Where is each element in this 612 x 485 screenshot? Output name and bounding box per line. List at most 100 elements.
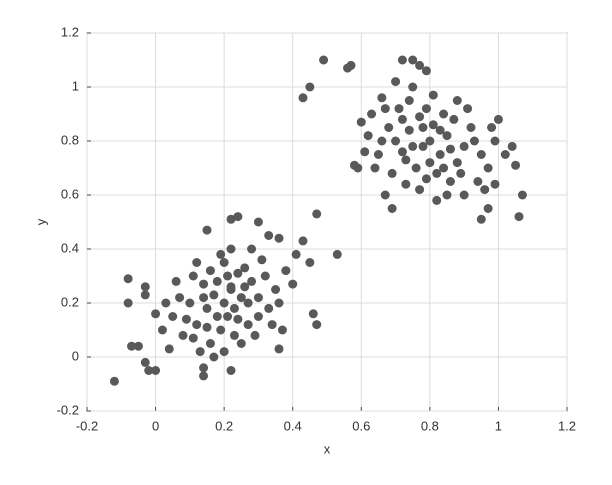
point bbox=[192, 320, 202, 330]
point bbox=[192, 258, 202, 267]
point bbox=[151, 309, 161, 319]
point bbox=[387, 168, 397, 178]
y-axis-label: y bbox=[33, 218, 48, 225]
point bbox=[404, 125, 414, 135]
y-tick-label: 0.2 bbox=[61, 294, 79, 309]
point bbox=[199, 293, 209, 303]
point bbox=[123, 298, 133, 308]
point bbox=[408, 141, 418, 151]
point bbox=[469, 136, 479, 146]
point bbox=[236, 293, 246, 303]
point bbox=[425, 158, 435, 168]
point bbox=[373, 150, 383, 159]
point bbox=[452, 96, 462, 105]
point bbox=[397, 114, 407, 124]
point bbox=[363, 131, 373, 141]
point bbox=[257, 255, 267, 265]
point bbox=[408, 82, 418, 92]
point bbox=[404, 96, 414, 105]
point bbox=[332, 249, 342, 259]
point bbox=[250, 330, 260, 340]
point bbox=[181, 314, 191, 324]
point bbox=[384, 123, 394, 132]
y-tick-label: 0.6 bbox=[61, 186, 79, 201]
point bbox=[298, 93, 308, 103]
y-tick-label: -0.2 bbox=[57, 402, 79, 417]
point bbox=[517, 190, 527, 200]
point bbox=[421, 104, 431, 114]
x-axis-label: x bbox=[324, 441, 331, 456]
point bbox=[377, 136, 387, 146]
point bbox=[209, 290, 219, 300]
point bbox=[236, 339, 246, 348]
point bbox=[216, 249, 226, 259]
point bbox=[161, 298, 171, 308]
point bbox=[408, 55, 418, 65]
point bbox=[418, 141, 428, 151]
point bbox=[164, 344, 174, 354]
point bbox=[425, 136, 435, 146]
y-tick-label: 0.8 bbox=[61, 132, 79, 147]
point bbox=[140, 282, 150, 292]
point bbox=[401, 179, 411, 189]
point bbox=[353, 163, 363, 173]
point bbox=[202, 303, 212, 313]
point bbox=[229, 330, 239, 340]
point bbox=[202, 225, 212, 235]
point bbox=[298, 236, 308, 246]
point bbox=[312, 209, 322, 219]
point bbox=[240, 282, 250, 292]
point bbox=[247, 276, 257, 286]
point bbox=[476, 150, 486, 159]
point bbox=[346, 60, 356, 70]
point bbox=[199, 279, 209, 289]
point bbox=[391, 136, 401, 146]
point bbox=[445, 177, 455, 186]
point bbox=[202, 322, 212, 332]
point bbox=[109, 376, 119, 386]
point bbox=[144, 366, 154, 375]
point bbox=[157, 325, 167, 335]
point bbox=[319, 55, 329, 65]
point bbox=[483, 163, 493, 173]
point bbox=[199, 363, 209, 373]
point bbox=[493, 114, 503, 124]
point bbox=[514, 212, 524, 222]
point bbox=[439, 109, 449, 119]
point bbox=[442, 131, 452, 141]
point bbox=[305, 82, 315, 92]
point bbox=[459, 141, 469, 151]
x-tick-label: 1 bbox=[495, 418, 502, 433]
point bbox=[370, 163, 380, 173]
point bbox=[123, 274, 133, 284]
point bbox=[199, 371, 209, 381]
point bbox=[476, 214, 486, 224]
point bbox=[421, 174, 431, 184]
plot-frame bbox=[86, 32, 568, 412]
point bbox=[274, 233, 284, 243]
point bbox=[226, 214, 236, 224]
point bbox=[216, 325, 226, 335]
point bbox=[415, 60, 425, 70]
point bbox=[432, 168, 442, 178]
point bbox=[428, 90, 438, 100]
point bbox=[151, 366, 161, 375]
point bbox=[233, 212, 243, 222]
point bbox=[205, 339, 215, 348]
point bbox=[188, 271, 198, 281]
point bbox=[308, 309, 318, 319]
point bbox=[209, 352, 219, 362]
point bbox=[473, 177, 483, 186]
point bbox=[212, 276, 222, 286]
point bbox=[394, 104, 404, 114]
point bbox=[415, 112, 425, 122]
point bbox=[188, 333, 198, 343]
point bbox=[291, 249, 301, 259]
x-tick-label: 0 bbox=[152, 418, 159, 433]
point bbox=[507, 141, 517, 151]
x-tick-label: 1.2 bbox=[558, 418, 576, 433]
point bbox=[442, 190, 452, 200]
point bbox=[140, 357, 150, 367]
point bbox=[247, 244, 257, 254]
